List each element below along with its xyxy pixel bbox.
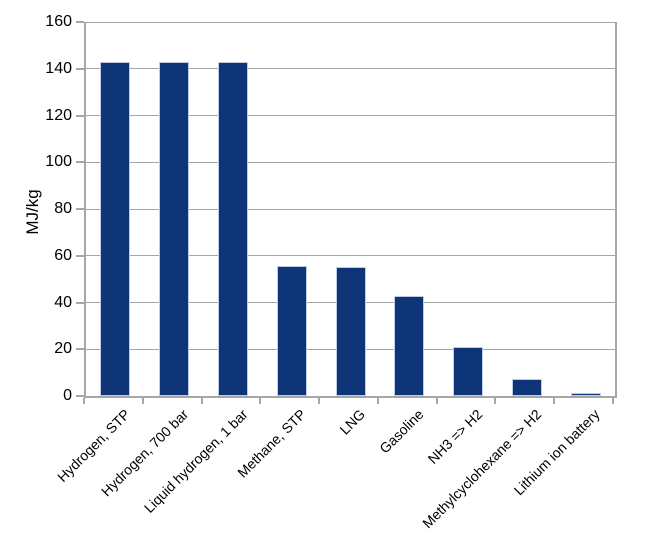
y-axis-tick	[76, 67, 84, 70]
y-tick-label-140: 140	[45, 59, 72, 77]
y-tick-label-80: 80	[54, 200, 72, 217]
x-axis-tick	[376, 398, 379, 404]
gridline-y-120	[86, 115, 615, 116]
x-axis-tick	[83, 398, 85, 404]
x-axis-tick	[318, 398, 321, 404]
y-tick-label-120: 120	[45, 106, 72, 124]
y-tick-label-0: 0	[63, 387, 72, 404]
x-axis-tick	[259, 398, 262, 404]
y-axis-tick	[76, 208, 84, 210]
gridline-y-80	[86, 208, 615, 210]
y-axis-tick	[76, 161, 84, 164]
y-tick-label-60: 60	[54, 246, 72, 264]
bar-8	[570, 393, 601, 396]
x-axis-tick	[612, 398, 614, 404]
x-tick-label-5: Gasoline	[376, 406, 427, 457]
plot-area	[84, 21, 617, 398]
x-tick-label-4: LNG	[336, 406, 368, 438]
gridline-y-160	[86, 21, 615, 23]
x-tick-label-7: Methylcyclohexane => H2	[418, 406, 545, 532]
y-axis-tick	[76, 114, 84, 117]
x-tick-label-2: Liquid hydrogen, 1 bar	[140, 406, 251, 516]
y-axis-tick	[76, 348, 84, 351]
y-axis-tick	[76, 21, 84, 23]
bar-7	[511, 378, 542, 396]
x-axis-tick	[553, 398, 556, 404]
x-axis-tick	[200, 398, 203, 404]
y-axis-tick	[76, 395, 84, 397]
y-tick-label-20: 20	[54, 340, 72, 358]
y-axis-tick	[76, 301, 84, 304]
bar-2	[217, 61, 248, 396]
bar-3	[276, 266, 307, 396]
y-tick-label-160: 160	[45, 13, 72, 30]
gridline-y-100	[86, 161, 615, 163]
y-axis-tick	[76, 254, 84, 257]
y-tick-label-40: 40	[54, 293, 72, 311]
x-tick-label-6: NH3 => H2	[424, 406, 486, 467]
x-axis-tick	[494, 398, 497, 404]
x-axis-tick	[141, 398, 144, 404]
bar-6	[453, 346, 484, 396]
gridline-y-140	[86, 68, 615, 70]
x-axis-tick	[435, 398, 438, 404]
bar-0	[100, 61, 131, 396]
gridline-y-60	[86, 255, 615, 257]
bar-5	[394, 295, 425, 396]
y-tick-label-100: 100	[45, 153, 72, 171]
bar-4	[335, 267, 366, 396]
bar-1	[159, 61, 190, 396]
